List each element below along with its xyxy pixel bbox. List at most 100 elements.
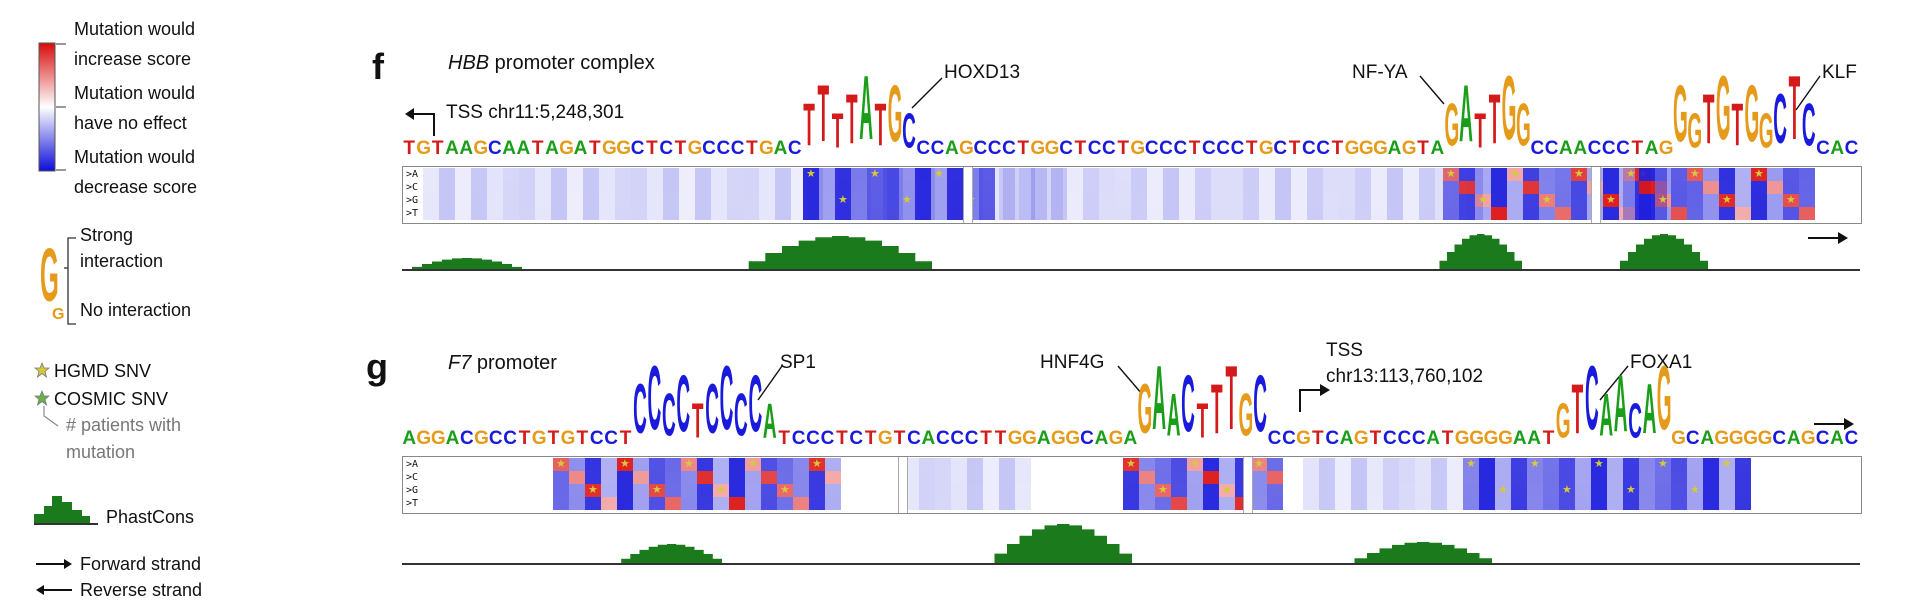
heatmap-cell [1703, 194, 1719, 207]
heatmap-cell [1607, 497, 1623, 510]
heatmap-cell [1555, 168, 1571, 181]
snv-star-icon: ★ [1690, 484, 1700, 496]
heatmap-cell [999, 497, 1015, 510]
snv-star-icon: ★ [870, 168, 880, 180]
heatmap-cell [1367, 497, 1383, 510]
seq-letter: G [1757, 428, 1773, 449]
legend-decrease: Mutation would decrease score [74, 147, 198, 197]
seq-letter: T [588, 138, 601, 159]
heatmap-cell [1219, 484, 1235, 497]
heatmap-cell [777, 497, 793, 510]
heatmap-cell [471, 194, 487, 207]
heatmap-cell [681, 458, 697, 471]
heatmap-cell [1371, 207, 1387, 220]
heatmap-cell [1267, 471, 1283, 484]
heatmap-cell [535, 168, 551, 181]
seq-letter: A [1559, 138, 1573, 159]
heatmap-cell [745, 484, 761, 497]
seq-letter: G [1658, 138, 1674, 159]
heatmap-cell [633, 497, 649, 510]
heatmap-cell [713, 458, 729, 471]
heatmap-cell [1447, 497, 1463, 510]
snv-star-icon: ★ [1626, 484, 1636, 496]
heatmap-cell [1463, 471, 1479, 484]
heatmap-cell [1123, 471, 1139, 484]
phastcons-track-g [402, 524, 1860, 565]
heatmap-cell [759, 168, 775, 181]
seq-letter: T [1188, 138, 1201, 159]
heatmap-cell [1131, 168, 1147, 181]
heatmap-cell [617, 484, 633, 497]
heatmap-cell [1371, 181, 1387, 194]
heatmap-cell [947, 207, 963, 220]
heatmap-cell [1323, 207, 1339, 220]
heatmap-cell [1227, 194, 1243, 207]
heatmap-cell [1623, 207, 1639, 220]
heatmap-cell [819, 168, 835, 181]
seq-letter: T [1542, 428, 1555, 449]
snv-star-icon: ★ [1658, 458, 1668, 470]
seq-letter: A [1830, 428, 1844, 449]
snv-star-icon: ★ [1658, 194, 1668, 206]
heatmap-cell [1275, 181, 1291, 194]
seq-letter: T [1331, 138, 1344, 159]
heatmap-cell [1051, 207, 1067, 220]
heatmap-cell [423, 194, 439, 207]
heatmap-cell [729, 471, 745, 484]
heatmap-cell [1015, 194, 1031, 207]
heatmap-cell [1131, 181, 1147, 194]
heatmap-cell [729, 497, 745, 510]
snv-star-icon: ★ [556, 458, 566, 470]
heatmap-cell [983, 484, 999, 497]
heatmap-cell [583, 181, 599, 194]
seq-letter: G [1671, 428, 1686, 449]
heatmap-cell [647, 194, 663, 207]
heatmap-cell [1083, 181, 1099, 194]
heatmap-cell [585, 471, 601, 484]
heatmap-cell [729, 458, 745, 471]
snv-star-icon: ★ [1606, 194, 1616, 206]
heatmap-cell [1051, 194, 1067, 207]
seq-letter: A [1700, 428, 1715, 449]
heatmap-cell [551, 168, 567, 181]
seq-letter: A [1573, 138, 1588, 159]
phastcons-hump [612, 544, 732, 564]
heatmap-cell [1687, 207, 1703, 220]
heatmap-cell [1603, 168, 1619, 181]
heatmap-f: >A>C>G>T★★★★★★★★★★★★★★★★★★★ [402, 166, 1862, 224]
seq-letter: T [1702, 84, 1715, 162]
heatmap-cell [553, 471, 569, 484]
heatmap-cell [679, 207, 695, 220]
seq-letter: T [1474, 106, 1487, 161]
heatmap-cell [1251, 497, 1267, 510]
heatmap-cell [647, 207, 663, 220]
heatmap-cell [1719, 168, 1735, 181]
heatmap-cell [835, 181, 851, 194]
heatmap-cell [935, 484, 951, 497]
seq-letter: G [877, 428, 893, 449]
heatmap-cell [697, 471, 713, 484]
heatmap-cell [1307, 207, 1323, 220]
heatmap-cell [663, 181, 679, 194]
seq-letter: C [1316, 138, 1330, 159]
heatmap-cell [599, 207, 615, 220]
heatmap-cell [777, 484, 793, 497]
heatmap-cell [803, 181, 819, 194]
heatmap-cell [1179, 168, 1195, 181]
heatmap-cell [983, 497, 999, 510]
snv-star-icon: ★ [1722, 194, 1732, 206]
seq-letter: G [559, 138, 574, 159]
seq-letter: C [1616, 138, 1630, 159]
heatmap-cell [503, 168, 519, 181]
heatmap-cell [1655, 168, 1671, 181]
forward-arrow-icon [36, 559, 72, 569]
heatmap-cell [979, 168, 995, 181]
heatmap-cell [1623, 168, 1639, 181]
seq-letter: A [1166, 385, 1181, 452]
seq-letter: G [1344, 138, 1360, 159]
heatmap-cell [1687, 471, 1703, 484]
heatmap-cell [695, 194, 711, 207]
heatmap-cell [1655, 194, 1671, 207]
heatmap-cell [1387, 207, 1403, 220]
heatmap-cell [1139, 458, 1155, 471]
